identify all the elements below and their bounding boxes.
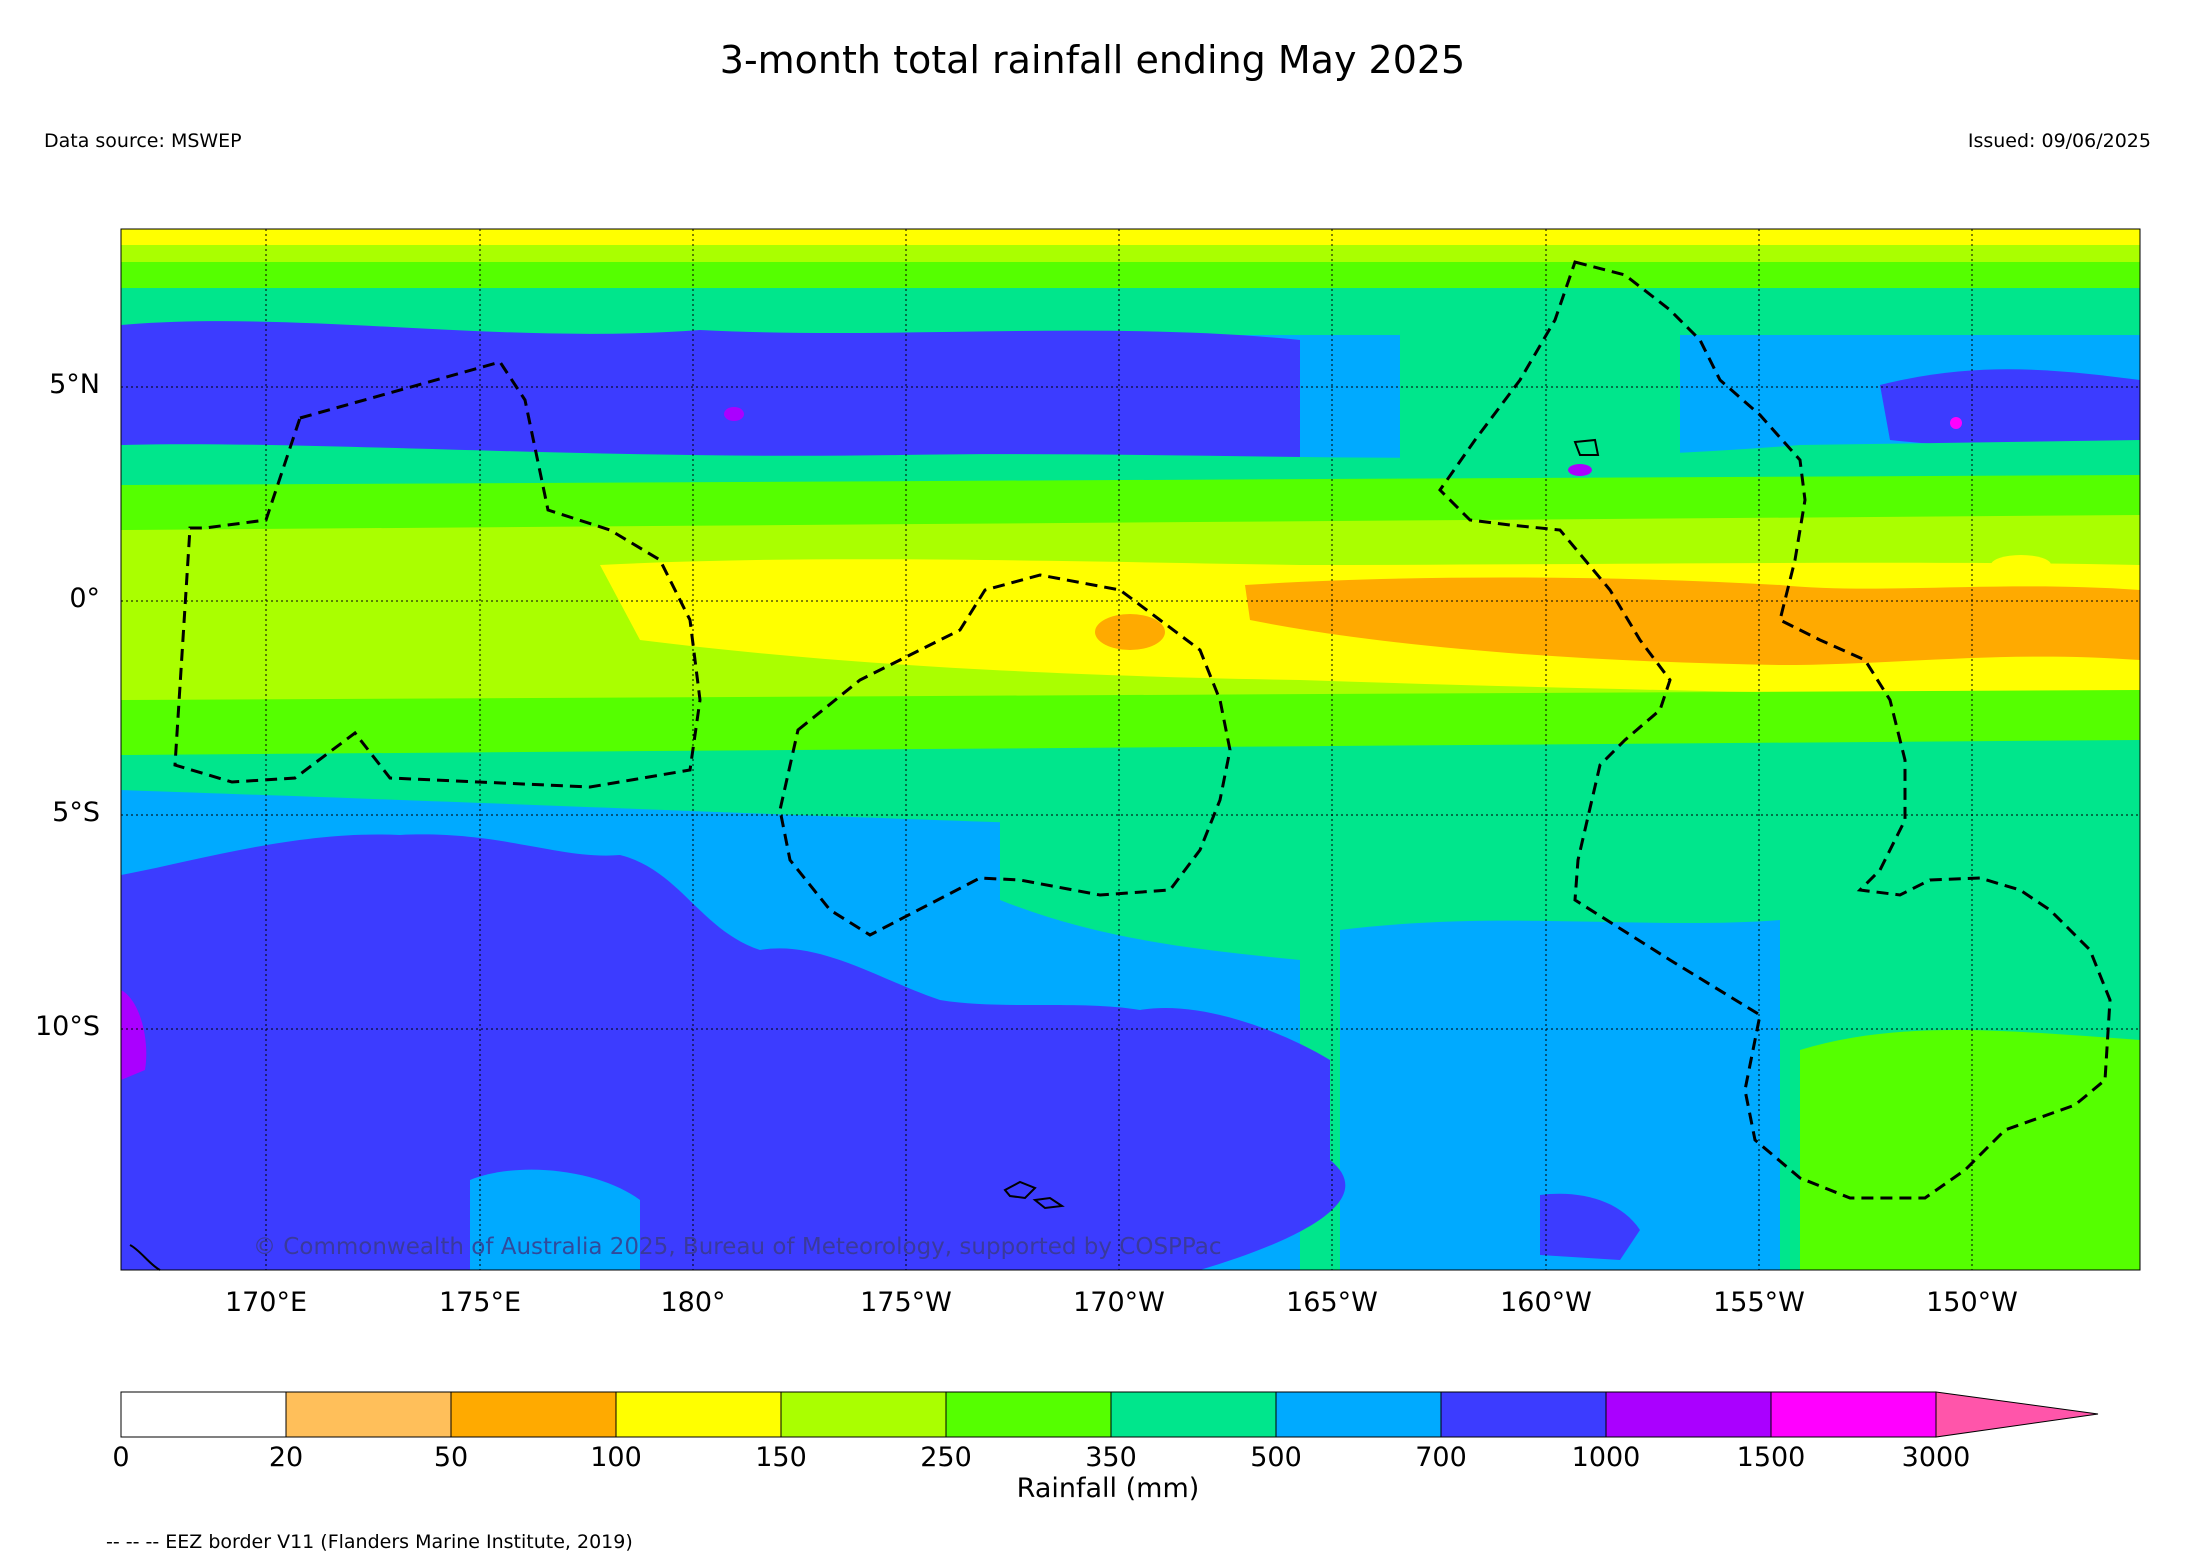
eez-kiribati-line (1438, 260, 2112, 1200)
lon-label-170w: 170°W (1073, 1287, 1165, 1318)
colorbar-tick: 1500 (1736, 1442, 1806, 1473)
southeast-350 (1800, 1030, 2140, 1270)
band-itcz-1000 (121, 321, 1300, 480)
lon-label-160w: 160°W (1500, 1287, 1592, 1318)
lon-label-165w: 165°W (1286, 1287, 1378, 1318)
colorbar-tick: 50 (433, 1442, 469, 1473)
colorbar-tick: 0 (112, 1442, 130, 1473)
colorbar-tick: 100 (590, 1442, 642, 1473)
map-frame (120, 228, 2141, 1271)
lon-label-150w: 150°W (1926, 1287, 2018, 1318)
colorbar-bin-2 (450, 1391, 617, 1438)
colorbar (120, 1391, 2099, 1438)
island-kiritimati (1573, 438, 1600, 456)
eez-tuvalu-tokelau (173, 360, 702, 789)
colorbar-bin-4 (780, 1391, 947, 1438)
colorbar-bin-10 (1770, 1391, 1937, 1438)
island-samoa (1003, 1180, 1037, 1200)
island-fiji (129, 1244, 161, 1271)
colorbar-tick: 1000 (1571, 1442, 1641, 1473)
colorbar-bin-7 (1275, 1391, 1442, 1438)
colorbar-bin-0 (120, 1391, 287, 1438)
data-source-label: Data source: MSWEP (44, 130, 242, 152)
lon-label-175w: 175°W (860, 1287, 952, 1318)
colorbar-bin-1 (285, 1391, 452, 1438)
map-title: 3-month total rainfall ending May 2025 (719, 38, 1466, 82)
island-tutuila (1032, 1196, 1065, 1210)
copyright-notice: © Commonwealth of Australia 2025, Bureau… (253, 1234, 1222, 1260)
lon-label-170e: 170°E (224, 1287, 308, 1318)
colorbar-title: Rainfall (mm) (1016, 1473, 1200, 1504)
colorbar-tick: 500 (1250, 1442, 1302, 1473)
colorbar-tick: 700 (1415, 1442, 1467, 1473)
southwest-1000 (121, 834, 1346, 1270)
colorbar-bin-6 (1110, 1391, 1277, 1438)
eez-borders (173, 260, 2112, 1200)
lat-label-5s: 5°S (52, 797, 100, 828)
lon-label-180: 180° (660, 1287, 726, 1318)
lon-label-175e: 175°E (438, 1287, 522, 1318)
colorbar-bin-8 (1440, 1391, 1607, 1438)
lon-label-155w: 155°W (1713, 1287, 1805, 1318)
colorbar-tick: 250 (920, 1442, 972, 1473)
cold-tongue-100 (1245, 577, 2140, 665)
lat-label-0: 0° (69, 583, 100, 614)
island-outlines (129, 438, 1600, 1271)
eez-tokelau (778, 573, 1232, 937)
colorbar-tick: 150 (755, 1442, 807, 1473)
colorbar-tick: 350 (1085, 1442, 1137, 1473)
colorbar-bin-5 (945, 1391, 1112, 1438)
issued-date-label: Issued: 09/06/2025 (1967, 130, 2151, 152)
lat-label-10s: 10°S (35, 1011, 100, 1042)
colorbar-tick: 3000 (1901, 1442, 1971, 1473)
lat-label-5n: 5°N (49, 369, 100, 400)
band-north-150 (121, 229, 2140, 245)
colorbar-bin-9 (1605, 1391, 1772, 1438)
colorbar-tick: 20 (268, 1442, 304, 1473)
map-field (121, 229, 2140, 1270)
eez-legend-note: -- -- -- EEZ border V11 (Flanders Marine… (106, 1531, 633, 1553)
colorbar-bin-3 (615, 1391, 782, 1438)
colorbar-extend-arrow (1935, 1391, 2099, 1438)
